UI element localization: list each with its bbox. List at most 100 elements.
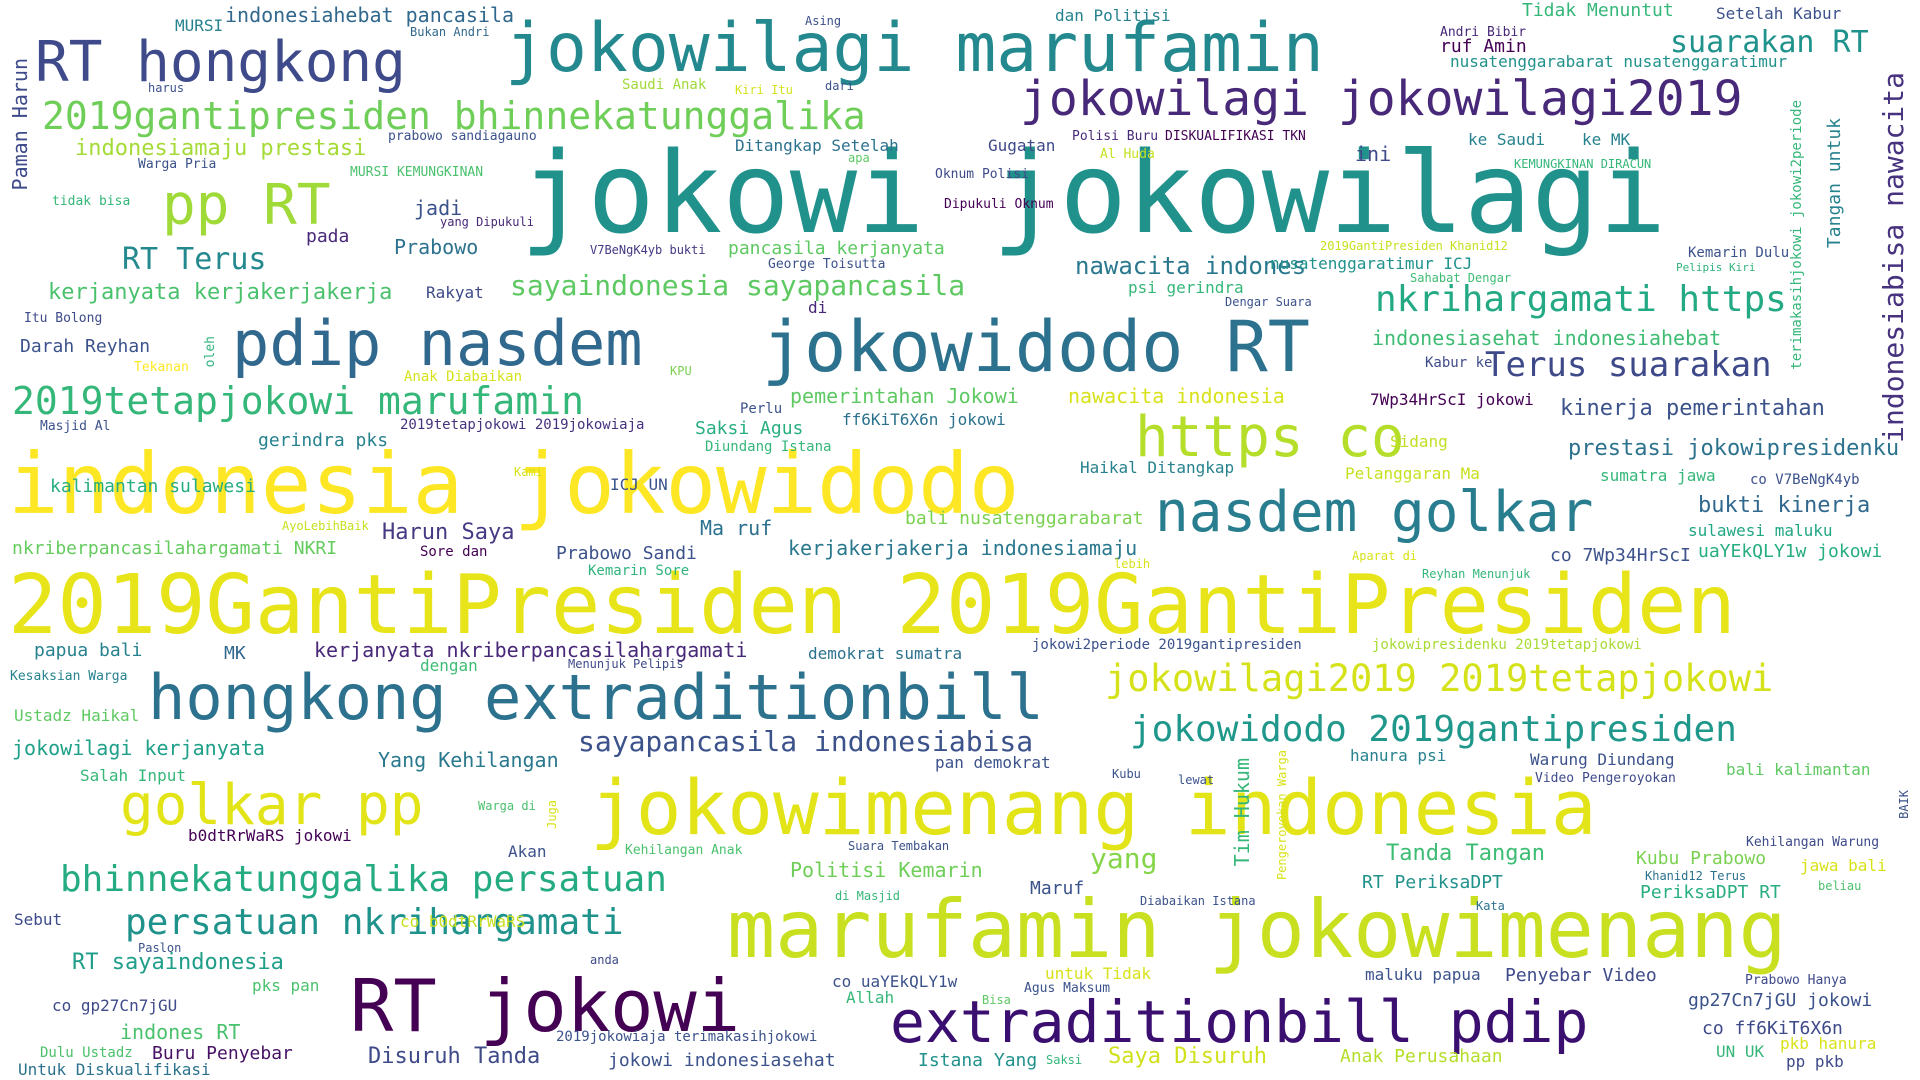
word-untuk-tidak: untuk Tidak bbox=[1045, 964, 1151, 983]
word-kinerja-pemerintahan: kinerja pemerintahan bbox=[1560, 396, 1825, 421]
word-sayaindonesia-sayapancasila: sayaindonesia sayapancasila bbox=[510, 269, 966, 302]
word-penyebar-video: Penyebar Video bbox=[1505, 965, 1657, 986]
word-warga-di: Warga di bbox=[478, 799, 536, 813]
word-kerjakerjakerja-indonesiamaju: kerjakerjakerja indonesiamaju bbox=[788, 536, 1138, 560]
word-suarakan-rt: suarakan RT bbox=[1670, 25, 1869, 60]
word-kehilangan-warung: Kehilangan Warung bbox=[1746, 835, 1880, 850]
word-video-pengeroyokan: Video Pengeroyokan bbox=[1535, 771, 1676, 786]
word-persatuan-nkrihargamati: persatuan nkrihargamati bbox=[125, 902, 624, 943]
word-jadi: jadi bbox=[414, 196, 463, 220]
word-sebut: Sebut bbox=[14, 910, 63, 929]
word-sore-dan: Sore dan bbox=[420, 544, 488, 560]
word-allah: Allah bbox=[846, 988, 895, 1007]
word-jokowipresidenku-2019tetapjokowi: jokowipresidenku 2019tetapjokowi bbox=[1372, 637, 1642, 653]
word-ma-ruf: Ma ruf bbox=[700, 516, 773, 540]
word-harun-saya: Harun Saya bbox=[382, 520, 515, 545]
word-baik: BAIK bbox=[1897, 790, 1911, 819]
word-andri-bibir: Andri Bibir bbox=[1440, 25, 1527, 40]
word-hongkong-extraditionbill: hongkong extraditionbill bbox=[148, 661, 1044, 734]
word-pp-pkb: pp pkb bbox=[1786, 1052, 1844, 1071]
word-co-7wp34hrsci: co 7Wp34HrScI bbox=[1550, 545, 1691, 566]
word-istana-yang: Istana Yang bbox=[918, 1050, 1038, 1071]
word-prestasi-jokowipresidenku: prestasi jokowipresidenku bbox=[1568, 436, 1900, 461]
word-ini: ini bbox=[1355, 142, 1392, 166]
word-bali-kalimantan: bali kalimantan bbox=[1726, 760, 1871, 779]
word-periksadpt-rt: PeriksaDPT RT bbox=[1640, 882, 1781, 903]
word-bukan-andri: Bukan Andri bbox=[410, 25, 490, 39]
word-anak-perusahaan: Anak Perusahaan bbox=[1340, 1046, 1503, 1067]
word-jokowi-indonesiasehat: jokowi indonesiasehat bbox=[608, 1050, 836, 1071]
word-nusatenggaratimur-icj: nusatenggaratimur ICJ bbox=[1270, 254, 1473, 273]
word-anda: anda bbox=[590, 953, 619, 967]
word-dipukuli-oknum: Dipukuli Oknum bbox=[944, 197, 1054, 212]
word-warga-pria: Warga Pria bbox=[138, 157, 217, 172]
word-tidak-menuntut: Tidak Menuntut bbox=[1522, 0, 1674, 21]
word-maruf: Maruf bbox=[1030, 878, 1085, 899]
word-pemerintahan-jokowi: pemerintahan Jokowi bbox=[790, 384, 1019, 408]
word-nawacita-indonesia: nawacita indonesia bbox=[1068, 384, 1285, 408]
word-suara-tembakan: Suara Tembakan bbox=[848, 839, 950, 853]
word-bali-nusatenggarabarat: bali nusatenggarabarat bbox=[905, 508, 1144, 529]
word-jokowilagi-jokowilagi2019: jokowilagi jokowilagi2019 bbox=[1020, 71, 1743, 127]
word-perlu: Perlu bbox=[740, 401, 783, 417]
word-kalimantan-sulawesi: kalimantan sulawesi bbox=[50, 476, 256, 497]
word-pengeroyokan-warga: Pengeroyokan Warga bbox=[1275, 750, 1289, 881]
word-diundang-istana: Diundang Istana bbox=[705, 439, 832, 455]
word-warung-diundang: Warung Diundang bbox=[1530, 750, 1675, 769]
word-reyhan-menunjuk: Reyhan Menunjuk bbox=[1422, 567, 1531, 581]
word-nkriberpancasilahargamati-nkri: nkriberpancasilahargamati NKRI bbox=[12, 538, 338, 559]
word-gerindra-pks: gerindra pks bbox=[258, 430, 389, 451]
word-kehilangan-anak: Kehilangan Anak bbox=[625, 843, 743, 858]
word-pp-rt: pp RT bbox=[162, 173, 331, 238]
word-di-masjid: di Masjid bbox=[835, 889, 901, 903]
word-lewat: lewat bbox=[1178, 773, 1215, 787]
word-salah-input: Salah Input bbox=[80, 766, 186, 785]
word-sahabat-dengar: Sahabat Dengar bbox=[1410, 271, 1512, 285]
word-2019tetapjokowi-marufamin: 2019tetapjokowi marufamin bbox=[12, 379, 584, 423]
word-pelipis-kiri: Pelipis Kiri bbox=[1676, 261, 1756, 274]
word-jokowilagi2019-2019tetapjokowi: jokowilagi2019 2019tetapjokowi bbox=[1105, 657, 1774, 700]
word-dari: dari bbox=[825, 79, 854, 93]
word-menunjuk-pelipis: Menunjuk Pelipis bbox=[568, 657, 684, 671]
word-terimakasihjokowi-jokowi2periode: terimakasihjokowi jokowi2periode bbox=[1789, 100, 1805, 370]
word-beliau: beliau bbox=[1818, 879, 1862, 893]
word-george-toisutta: George Toisutta bbox=[768, 257, 886, 272]
word-ke-saudi: ke Saudi bbox=[1468, 130, 1546, 149]
word-sayapancasila-indonesiabisa: sayapancasila indonesiabisa bbox=[578, 725, 1034, 758]
word-jokowilagi-marufamin: jokowilagi marufamin bbox=[505, 9, 1324, 88]
word-golkar-pp: golkar pp bbox=[120, 773, 424, 838]
word-dengan: dengan bbox=[420, 656, 478, 675]
word-asing: Asing bbox=[805, 14, 842, 28]
word-indonesiahebat-pancasila: indonesiahebat pancasila bbox=[225, 3, 514, 27]
word-nkrihargamati-https: nkrihargamati https bbox=[1375, 279, 1787, 320]
word-kubu: Kubu bbox=[1112, 767, 1141, 781]
word-ustadz-haikal: Ustadz Haikal bbox=[14, 706, 140, 725]
word-pancasila-kerjanyata: pancasila kerjanyata bbox=[728, 238, 945, 259]
word-sulawesi-maluku: sulawesi maluku bbox=[1688, 521, 1833, 540]
word-co-v7bengk4yb: co V7BeNgK4yb bbox=[1750, 472, 1860, 488]
word-v7bengk4yb-bukti: V7BeNgK4yb bukti bbox=[590, 243, 706, 257]
word-juga: Juga bbox=[545, 800, 559, 829]
word-un-uk: UN UK bbox=[1716, 1042, 1765, 1061]
word-di: di bbox=[808, 298, 828, 317]
word-kesaksian-warga: Kesaksian Warga bbox=[10, 669, 128, 684]
word-aparat-di: Aparat di bbox=[1352, 549, 1418, 563]
word-mursi-kemungkinan: MURSI KEMUNGKINAN bbox=[350, 165, 484, 180]
word-gp27cn7jgu-jokowi: gp27Cn7jGU jokowi bbox=[1688, 990, 1873, 1011]
word-harus: harus bbox=[148, 81, 185, 95]
word-nusatenggarabarat-nusatenggaratimur: nusatenggarabarat nusatenggaratimur bbox=[1450, 52, 1788, 71]
word-darah-reyhan: Darah Reyhan bbox=[20, 336, 151, 357]
word-pks-pan: pks pan bbox=[252, 976, 320, 995]
word-kerjanyata-nkriberpancasilahargamati: kerjanyata nkriberpancasilahargamati bbox=[314, 638, 748, 662]
word-dengar-suara: Dengar Suara bbox=[1225, 295, 1312, 309]
word-tanda-tangan: Tanda Tangan bbox=[1386, 841, 1545, 866]
word-jawa-bali: jawa bali bbox=[1800, 856, 1887, 875]
word-https-co: https co bbox=[1135, 405, 1405, 470]
word-maluku-papua: maluku papua bbox=[1365, 965, 1481, 984]
word-kubu-prabowo: Kubu Prabowo bbox=[1636, 848, 1767, 869]
word-yang-dipukuli: yang Dipukuli bbox=[440, 215, 534, 229]
word-diabaikan-istana: Diabaikan Istana bbox=[1140, 894, 1256, 908]
word-diskualifikasi-tkn: DISKUALIFIKASI TKN bbox=[1165, 129, 1306, 144]
word-itu-bolong: Itu Bolong bbox=[24, 311, 103, 326]
word-kpu: KPU bbox=[670, 364, 692, 378]
